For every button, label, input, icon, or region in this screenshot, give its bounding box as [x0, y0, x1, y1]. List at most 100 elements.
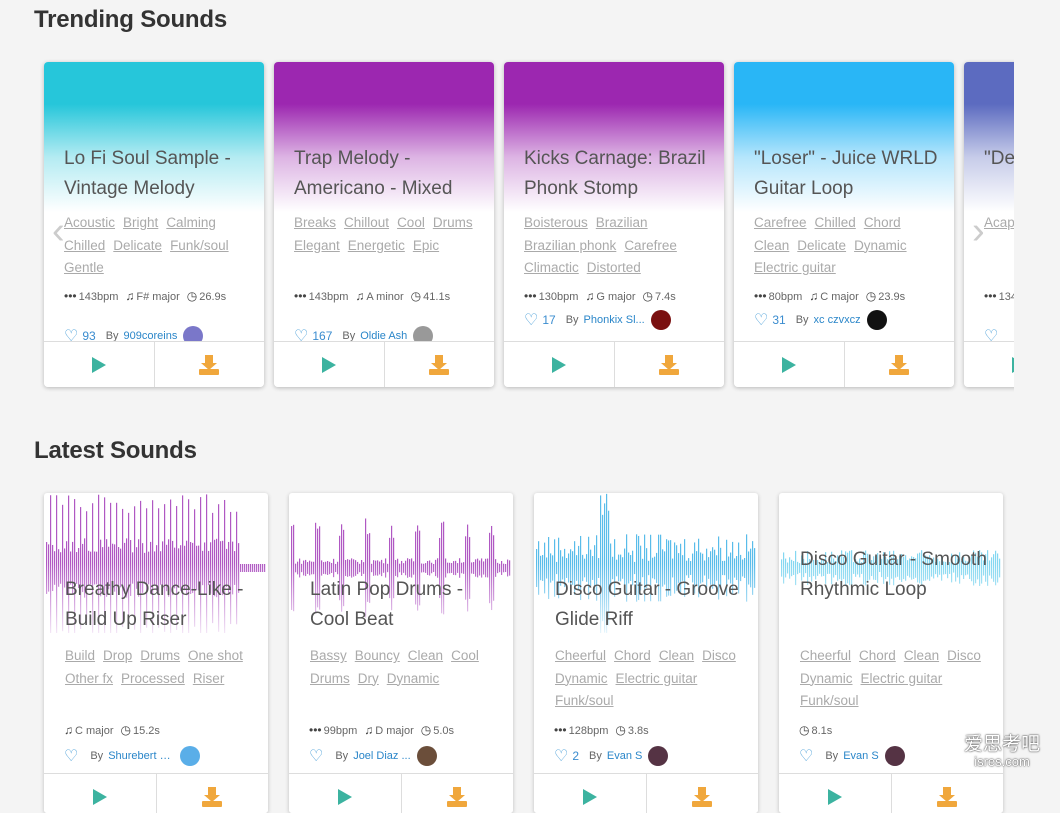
tag-link[interactable]: Riser	[192, 670, 225, 686]
tag-link[interactable]: Build	[65, 648, 96, 663]
tag-link[interactable]: Bassy	[310, 648, 347, 663]
heart-icon[interactable]: ♡	[64, 327, 79, 345]
card-title[interactable]: "De Pho	[984, 148, 1014, 169]
tag-link[interactable]: Brazilian phonk	[524, 237, 617, 253]
author-link[interactable]: Shurebert Dey	[108, 750, 175, 762]
tag-link[interactable]: Delicate	[113, 237, 163, 253]
latest-card[interactable]: Breathy Dance-Like - Build Up Riser Build…	[44, 493, 268, 813]
tag-link[interactable]: Clean	[407, 648, 444, 663]
tag-link[interactable]: Breaks	[294, 215, 337, 230]
trending-card[interactable]: Kicks Carnage: Brazil Phonk Stomp Boister…	[504, 62, 724, 387]
avatar[interactable]	[416, 746, 437, 766]
play-button[interactable]	[289, 774, 401, 813]
tag-link[interactable]: Delicate	[797, 237, 847, 253]
avatar[interactable]	[866, 309, 887, 330]
tag-link[interactable]: Cheerful	[800, 648, 852, 663]
card-title[interactable]: Trap Melody - Americano - Mixed	[294, 148, 453, 199]
tag-link[interactable]: Clean	[658, 648, 695, 663]
tag-link[interactable]: Calming	[166, 215, 216, 230]
tag-link[interactable]: Brazilian	[595, 215, 648, 230]
tag-link[interactable]: Bouncy	[354, 648, 400, 663]
download-button[interactable]	[613, 342, 725, 387]
download-button[interactable]	[383, 342, 495, 387]
card-title[interactable]: Disco Guitar - Groove Glide Riff	[555, 579, 739, 630]
heart-icon[interactable]: ♡	[984, 327, 999, 345]
tag-link[interactable]: Distorted	[586, 260, 641, 275]
tag-link[interactable]: Energetic	[347, 237, 405, 253]
avatar[interactable]	[413, 325, 434, 346]
download-button[interactable]	[153, 342, 265, 387]
author-link[interactable]: Evan S	[606, 750, 643, 762]
author-link[interactable]: Oldie Ash	[360, 329, 408, 342]
heart-icon[interactable]: ♡	[524, 311, 539, 329]
card-title[interactable]: Disco Guitar - Smooth Rhythmic Loop	[800, 549, 987, 600]
avatar[interactable]	[650, 309, 671, 330]
play-button[interactable]	[779, 774, 891, 813]
tag-link[interactable]: Chilled	[814, 215, 856, 230]
play-button[interactable]	[44, 774, 156, 813]
play-button[interactable]	[44, 342, 154, 387]
latest-card[interactable]: Disco Guitar - Smooth Rhythmic Loop Cheer…	[779, 493, 1003, 813]
tag-link[interactable]: Disco	[947, 648, 981, 663]
tag-link[interactable]: Carefree	[754, 215, 807, 230]
tag-link[interactable]: Funk/soul	[555, 693, 614, 708]
card-title[interactable]: Kicks Carnage: Brazil Phonk Stomp	[524, 148, 706, 199]
avatar[interactable]	[648, 746, 669, 766]
play-button[interactable]	[504, 342, 614, 387]
tag-link[interactable]: Clean	[754, 237, 790, 253]
tag-link[interactable]: Drums	[140, 648, 181, 663]
download-button[interactable]	[155, 774, 269, 813]
tag-link[interactable]: Dynamic	[800, 670, 853, 686]
tag-link[interactable]: Funk/soul	[170, 237, 229, 253]
heart-icon[interactable]: ♡	[554, 748, 569, 765]
author-link[interactable]: Evan S	[843, 750, 879, 762]
tag-link[interactable]: Chillout	[344, 215, 390, 230]
download-button[interactable]	[890, 774, 1004, 813]
tag-link[interactable]: Drop	[103, 648, 133, 663]
trending-card[interactable]: Lo Fi Soul Sample - Vintage Melody Acoust…	[44, 62, 264, 387]
tag-link[interactable]: Drums	[432, 215, 473, 230]
latest-card[interactable]: Latin Pop Drums - Cool Beat Bassy Bouncy Cl…	[289, 493, 513, 813]
author-link[interactable]: Joel Diaz ...	[353, 750, 411, 762]
tag-link[interactable]: One shot	[188, 648, 243, 663]
author-link[interactable]: xc czvxcz	[813, 313, 861, 326]
heart-icon[interactable]: ♡	[294, 327, 309, 345]
author-link[interactable]: Phonkix Sl...	[583, 313, 645, 326]
heart-icon[interactable]: ♡	[754, 311, 769, 329]
tag-link[interactable]: Drums	[310, 670, 350, 686]
avatar[interactable]	[180, 746, 201, 766]
tag-link[interactable]: Chord	[863, 215, 901, 230]
heart-icon[interactable]: ♡	[799, 748, 814, 765]
download-button[interactable]	[645, 774, 759, 813]
tag-link[interactable]: Dry	[357, 670, 379, 686]
avatar[interactable]	[183, 325, 204, 346]
tag-link[interactable]: Dynamic	[555, 670, 608, 686]
card-title[interactable]: Latin Pop Drums - Cool Beat	[310, 579, 464, 630]
download-button[interactable]	[400, 774, 514, 813]
tag-link[interactable]: Electric guitar	[615, 670, 698, 686]
tag-link[interactable]: Elegant	[294, 237, 340, 253]
tag-link[interactable]: Chord	[614, 648, 651, 663]
play-button[interactable]	[734, 342, 844, 387]
tag-link[interactable]: Acoustic	[64, 215, 116, 230]
avatar[interactable]	[884, 746, 905, 766]
chevron-left-icon[interactable]: ‹	[52, 210, 65, 252]
tag-link[interactable]: Climactic	[524, 260, 579, 275]
heart-icon[interactable]: ♡	[64, 748, 79, 765]
trending-card[interactable]: Trap Melody - Americano - Mixed Breaks Chi…	[274, 62, 494, 387]
card-title[interactable]: "Loser" - Juice WRLD Guitar Loop	[754, 148, 938, 199]
trending-card[interactable]: "Loser" - Juice WRLD Guitar Loop Carefree…	[734, 62, 954, 387]
play-button[interactable]	[274, 342, 384, 387]
chevron-right-icon[interactable]: ›	[972, 210, 985, 252]
tag-link[interactable]: Carefree	[624, 237, 677, 253]
card-title[interactable]: Lo Fi Soul Sample - Vintage Melody	[64, 148, 231, 199]
tag-link[interactable]: Boisterous	[524, 215, 588, 230]
tag-link[interactable]: Dynamic	[854, 237, 907, 253]
tag-link[interactable]: Cheerful	[555, 648, 607, 663]
tag-link[interactable]: Electric guitar	[754, 260, 836, 275]
tag-link[interactable]: Gentle	[64, 260, 104, 275]
tag-link[interactable]: Electric guitar	[860, 670, 943, 686]
tag-link[interactable]: Disco	[702, 648, 736, 663]
tag-link[interactable]: Chord	[859, 648, 896, 663]
card-title[interactable]: Breathy Dance-Like - Build Up Riser	[65, 579, 244, 630]
